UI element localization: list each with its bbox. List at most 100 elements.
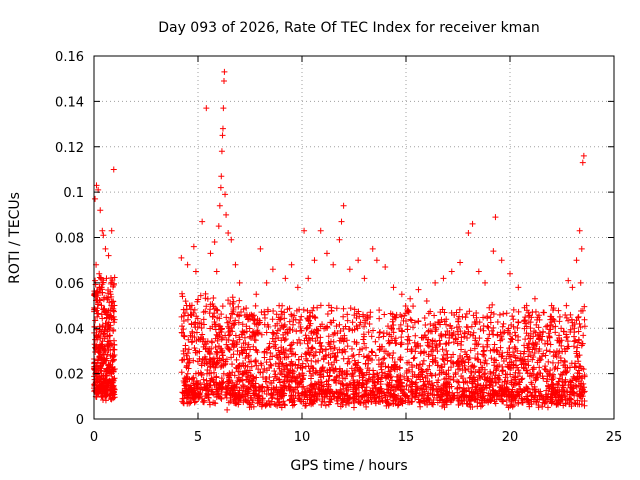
data-point [410, 355, 417, 362]
data-point [230, 351, 237, 358]
data-point [240, 329, 247, 336]
data-point [259, 383, 266, 390]
data-point [581, 316, 588, 323]
data-point [251, 320, 258, 327]
data-point [534, 359, 541, 366]
data-point [256, 399, 263, 406]
data-point [432, 372, 439, 379]
data-point [227, 390, 234, 397]
data-point [476, 372, 483, 379]
data-point [269, 316, 276, 323]
data-point [517, 350, 524, 357]
data-point [480, 351, 487, 358]
data-point [274, 402, 281, 409]
data-point [103, 393, 110, 400]
data-point [468, 369, 475, 376]
data-point [98, 284, 105, 291]
data-point [578, 392, 585, 399]
data-point [104, 387, 111, 394]
data-point [198, 384, 205, 391]
data-point [363, 377, 370, 384]
data-point [571, 325, 578, 332]
data-point [369, 349, 376, 356]
data-point [392, 335, 399, 342]
data-point [178, 313, 185, 320]
data-point [515, 389, 522, 396]
data-point [111, 316, 118, 323]
data-point [408, 392, 415, 399]
data-point [411, 319, 418, 326]
data-point [354, 379, 361, 386]
data-point [567, 364, 574, 371]
data-point [489, 301, 496, 308]
data-point [182, 376, 189, 383]
data-point [108, 293, 115, 300]
data-point [296, 373, 303, 380]
data-point [425, 390, 432, 397]
data-point [286, 378, 293, 385]
data-point [575, 314, 582, 321]
data-point [443, 347, 450, 354]
data-point [522, 317, 529, 324]
data-point [243, 313, 250, 320]
data-point [356, 351, 363, 358]
data-point [526, 373, 533, 380]
data-point [212, 326, 219, 333]
data-point [253, 321, 260, 328]
data-point [221, 68, 228, 75]
data-point [412, 380, 419, 387]
data-point [258, 384, 265, 391]
data-point [403, 369, 410, 376]
data-point [291, 386, 298, 393]
data-point [258, 362, 265, 369]
data-point [324, 386, 331, 393]
data-point [373, 257, 380, 264]
data-point [302, 392, 309, 399]
x-tick-label: 10 [294, 430, 311, 445]
data-point [404, 340, 411, 347]
data-point [341, 346, 348, 353]
data-point [239, 321, 246, 328]
data-point [398, 334, 405, 341]
data-point [193, 329, 200, 336]
data-point [398, 399, 405, 406]
data-point [225, 373, 232, 380]
data-point [307, 349, 314, 356]
x-tick-label: 20 [502, 430, 519, 445]
data-point [107, 395, 114, 402]
data-point [337, 328, 344, 335]
data-point [304, 385, 311, 392]
data-point [550, 307, 557, 314]
data-point [541, 340, 548, 347]
data-point [283, 374, 290, 381]
data-point [390, 349, 397, 356]
data-point [111, 346, 118, 353]
data-point [448, 268, 455, 275]
y-tick-labels: 0 0.02 0.04 0.06 0.08 0.1 0.12 0.14 0.16 [55, 50, 84, 428]
axis-ticks [93, 55, 615, 420]
data-point [286, 326, 293, 333]
data-point [425, 351, 432, 358]
data-point [190, 374, 197, 381]
data-point [309, 335, 316, 342]
data-point [475, 268, 482, 275]
data-point [213, 268, 220, 275]
data-point [376, 315, 383, 322]
data-point [278, 393, 285, 400]
data-point [306, 368, 313, 375]
data-point [439, 396, 446, 403]
data-point [324, 393, 331, 400]
data-point [226, 325, 233, 332]
data-point [532, 374, 539, 381]
data-point [261, 365, 268, 372]
data-point [236, 336, 243, 343]
data-point [213, 374, 220, 381]
data-point [347, 381, 354, 388]
data-point [377, 363, 384, 370]
data-point [501, 378, 508, 385]
data-point [195, 394, 202, 401]
data-point [278, 308, 285, 315]
data-point [340, 202, 347, 209]
data-point [232, 332, 239, 339]
data-point [494, 318, 501, 325]
